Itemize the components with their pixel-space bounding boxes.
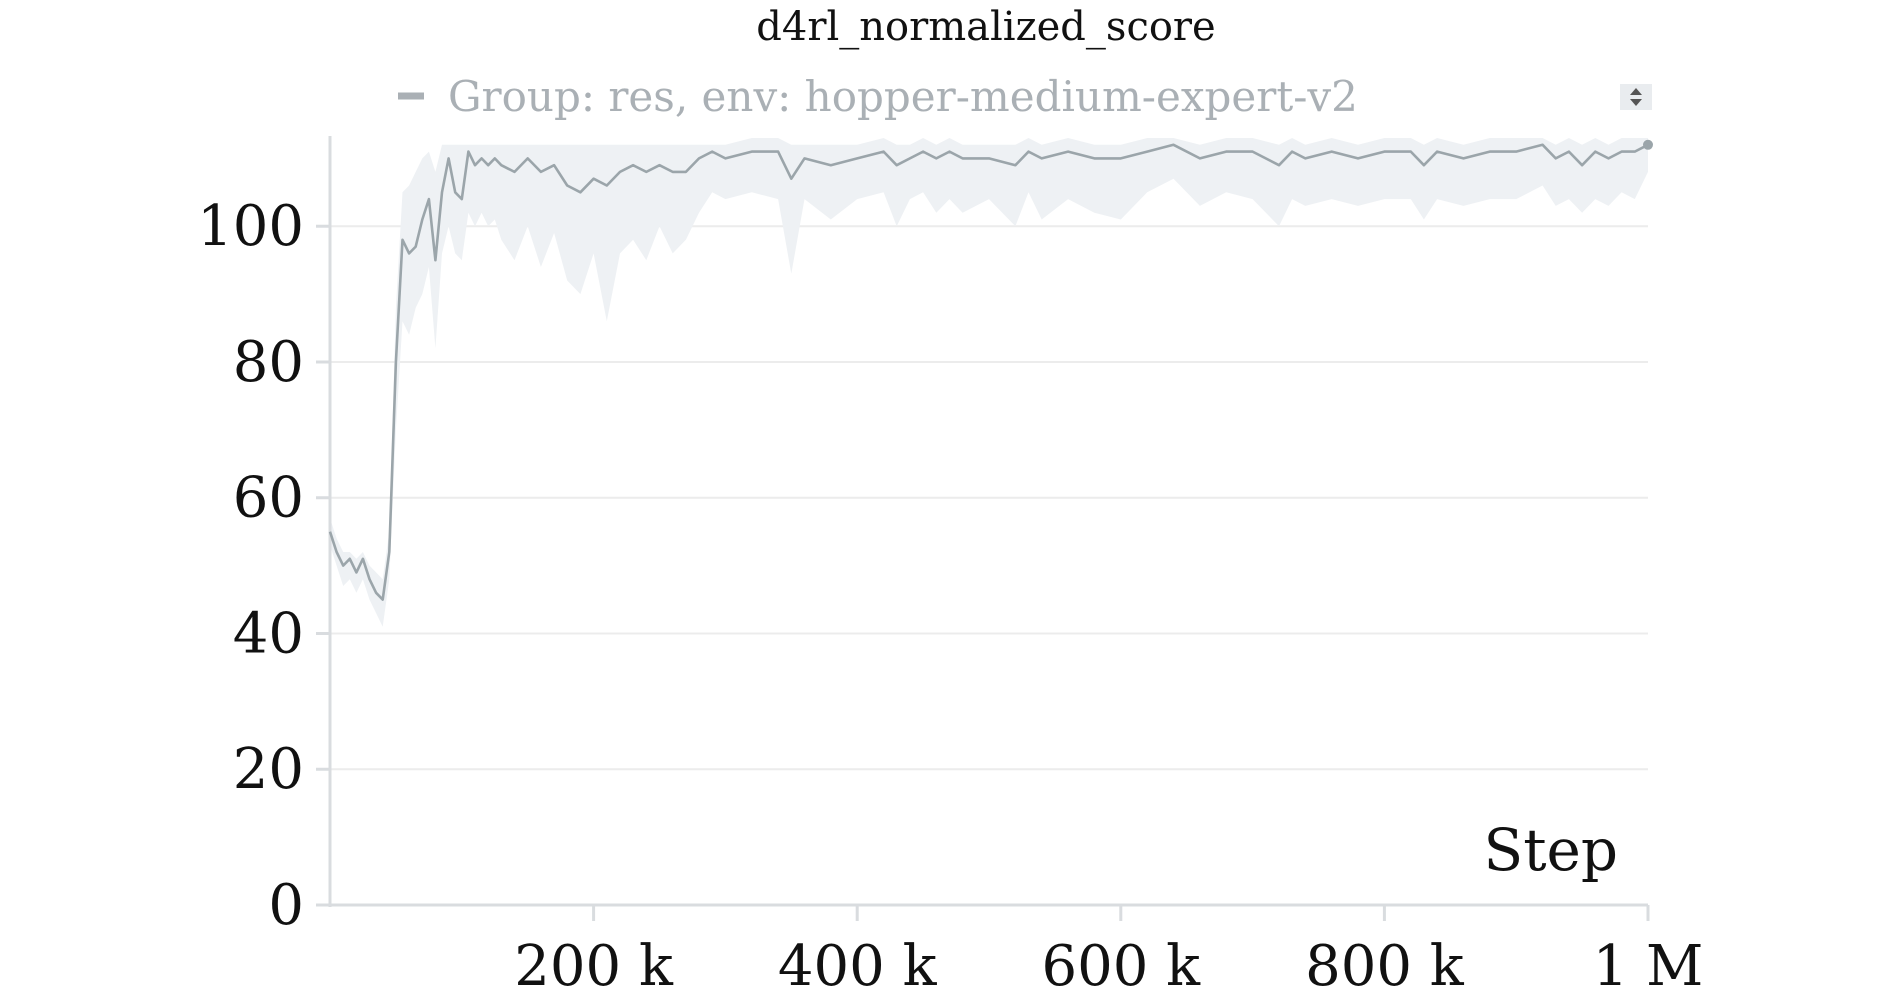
legend-label: Group: res, env: hopper-medium-expert-v2 <box>448 72 1358 121</box>
std-band <box>330 138 1648 627</box>
y-tick-label-100: 100 <box>197 194 304 259</box>
legend-scroll-down-icon[interactable] <box>1630 99 1642 106</box>
y-ticks: 0 20 40 60 80 100 <box>197 194 330 938</box>
series-end-point-0 <box>1643 139 1653 150</box>
legend: Group: res, env: hopper-medium-expert-v2 <box>398 72 1652 121</box>
series-band-0 <box>330 138 1648 627</box>
y-tick-label-40: 40 <box>233 601 304 666</box>
series <box>328 139 1653 601</box>
chart-title: d4rl_normalized_score <box>756 4 1215 50</box>
y-tick-label-20: 20 <box>233 737 304 802</box>
x-tick-label-2: 600 k <box>1041 934 1201 989</box>
x-tick-label-1: 400 k <box>778 934 938 989</box>
legend-scroll-icon[interactable] <box>1620 84 1652 110</box>
y-tick-label-80: 80 <box>233 330 304 395</box>
x-axis-label: Step <box>1484 816 1619 884</box>
axes <box>328 136 1648 907</box>
x-ticks: 200 k 400 k 600 k 800 k 1 M <box>514 905 1703 989</box>
x-tick-label-3: 800 k <box>1305 934 1465 989</box>
series-line-0 <box>328 143 1649 601</box>
legend-scroll-up-icon[interactable] <box>1630 88 1642 95</box>
x-tick-label-4: 1 M <box>1593 934 1704 989</box>
legend-scroll-box[interactable] <box>1620 84 1652 110</box>
y-tick-label-0: 0 <box>268 873 304 938</box>
grid <box>330 225 1648 771</box>
y-tick-label-60: 60 <box>233 466 304 531</box>
x-tick-label-0: 200 k <box>514 934 674 989</box>
